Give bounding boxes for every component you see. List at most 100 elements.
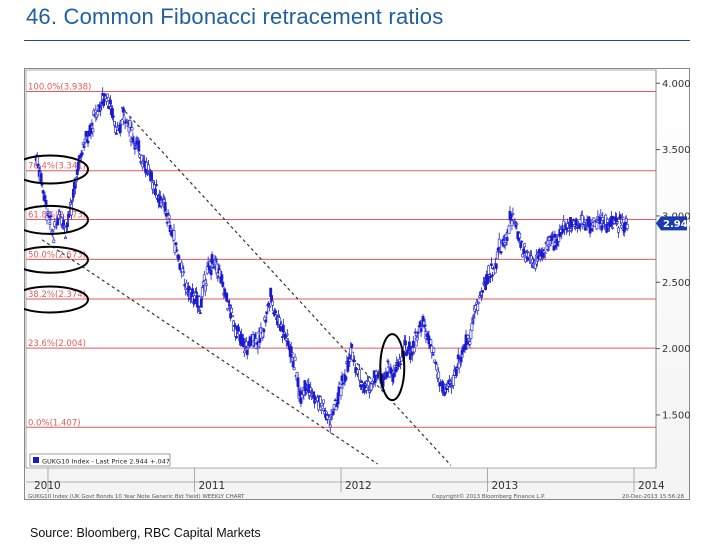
candle-body: [245, 349, 249, 356]
candle-body: [231, 315, 234, 318]
candle-body: [48, 222, 52, 225]
candle-body: [167, 214, 171, 220]
candle-body: [616, 227, 620, 233]
candle-body: [319, 396, 322, 404]
candle-body: [49, 215, 53, 218]
candle-body: [392, 372, 396, 378]
x-tick-label-4: 2014: [638, 480, 665, 492]
candle-body: [620, 216, 624, 219]
candle-body: [112, 115, 115, 118]
candle-body: [344, 376, 348, 381]
candle-body: [408, 353, 412, 360]
candle-body: [336, 392, 340, 405]
candle-body: [273, 313, 276, 316]
candle-body: [397, 365, 401, 367]
candle-body: [256, 346, 260, 349]
y-tick-label-3: 2.500: [662, 278, 690, 289]
candle-body: [477, 301, 481, 304]
candle-body: [481, 290, 485, 293]
candle-body: [387, 365, 391, 368]
candle-body: [515, 223, 519, 225]
x-tick-label-3: 2013: [492, 480, 519, 492]
candle-body: [204, 283, 208, 286]
legend-box: [29, 453, 171, 467]
y-tick-label-0: 4.000: [662, 79, 690, 90]
candle-body: [470, 323, 474, 331]
candle-body: [432, 347, 436, 353]
candle-body: [191, 288, 194, 295]
candle-body: [154, 188, 157, 196]
candle-body: [364, 383, 367, 386]
candle-body: [464, 334, 468, 345]
candle-body: [619, 224, 623, 229]
page-title: 46. Common Fibonacci retracement ratios: [26, 4, 444, 29]
candle-body: [418, 321, 422, 328]
fib-label-5: 23.6%(2.004): [28, 339, 86, 349]
candle-body: [327, 417, 331, 420]
candle-body: [410, 351, 414, 356]
candle-body: [291, 360, 295, 368]
candle-body: [292, 367, 296, 370]
candle-body: [616, 221, 619, 224]
candle-body: [386, 360, 390, 363]
candle-body: [114, 133, 118, 135]
candle-body: [456, 354, 460, 360]
candle-body: [461, 347, 465, 353]
candle-body: [364, 387, 368, 391]
candle-body: [265, 311, 269, 315]
candle-body: [323, 410, 327, 413]
candle-body: [487, 265, 490, 275]
candle-body: [582, 222, 586, 225]
candle-body: [350, 343, 354, 348]
candle-body: [605, 223, 609, 233]
candle-body: [489, 275, 492, 278]
candle-body: [451, 375, 455, 386]
candle-body: [228, 304, 232, 306]
candle-body: [80, 152, 84, 156]
candle-body: [71, 189, 75, 198]
candle-body: [406, 349, 409, 355]
candle-body: [62, 219, 66, 226]
candle-body: [497, 238, 501, 248]
candle-body: [211, 266, 215, 269]
candle-body: [172, 230, 176, 241]
x-tick-label-2: 2012: [345, 480, 372, 492]
candle-body: [353, 360, 357, 362]
candle-body: [96, 111, 100, 116]
x-tick-label-0: 2010: [34, 480, 61, 492]
candle-body: [601, 217, 605, 221]
candle-body: [510, 220, 514, 226]
candle-body: [572, 219, 575, 221]
candle-body: [64, 237, 67, 240]
candle-body: [358, 369, 361, 381]
candle-body: [226, 308, 230, 311]
candle-body: [244, 341, 248, 347]
fib-label-3: 50.0%(2.673): [28, 250, 86, 260]
candle-body: [86, 140, 90, 144]
candle-body: [174, 242, 178, 246]
candle-body: [45, 215, 49, 221]
candle-body: [111, 108, 114, 118]
candle-body: [523, 243, 527, 248]
candle-body: [385, 371, 389, 378]
candle-body: [120, 119, 124, 126]
footer-date-text: 20-Dec-2013 15:56:28: [622, 494, 685, 500]
candle-body: [416, 331, 420, 334]
candle-body: [296, 377, 300, 387]
candle-body: [210, 254, 214, 264]
candle-body: [404, 340, 407, 346]
footer-copyright-text: Copyright© 2013 Bloomberg Finance L.P.: [432, 493, 546, 500]
candle-body: [484, 282, 487, 291]
candle-body: [435, 364, 439, 371]
candle-body: [553, 233, 557, 238]
candle-body: [209, 269, 213, 276]
candle-body: [106, 93, 109, 98]
candle-body: [36, 163, 40, 166]
candle-body: [374, 371, 378, 376]
candle-body: [199, 299, 203, 308]
candle-body: [341, 382, 345, 385]
candle-body: [221, 281, 225, 287]
candle-body: [281, 325, 285, 333]
candle-body: [285, 333, 289, 336]
candle-body: [130, 127, 134, 131]
